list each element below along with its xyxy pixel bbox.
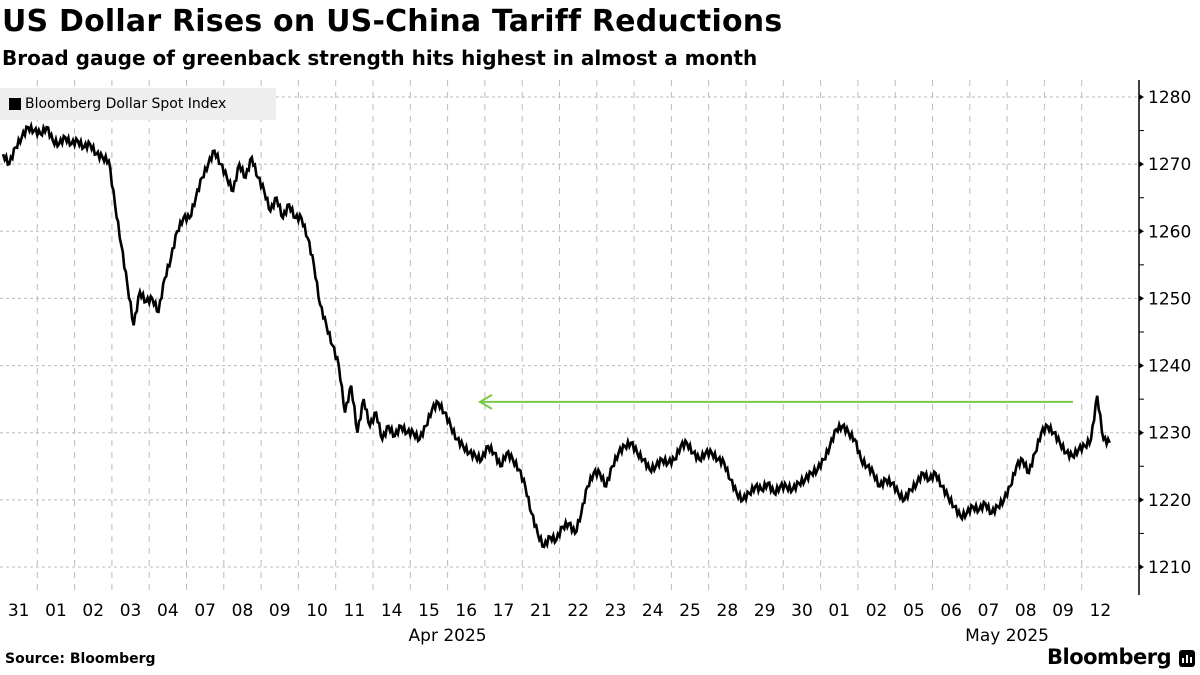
x-tick-label: 02	[866, 601, 888, 621]
y-tick-marker	[1139, 228, 1144, 235]
x-tick-label: 11	[344, 601, 366, 621]
x-tick-label: 31	[8, 601, 30, 621]
x-tick-label: 29	[754, 601, 776, 621]
annotation-arrow	[478, 393, 1073, 410]
source-note: Source: Bloomberg	[5, 651, 156, 667]
x-tick-label: 06	[940, 601, 962, 621]
bloomberg-logo-text: Bloomberg	[1047, 645, 1172, 669]
y-axis: 1210 1220 1230 1240 1250 1260 1270 1280	[1138, 80, 1191, 595]
x-tick-label: 14	[381, 601, 403, 621]
grid-lines	[0, 80, 1139, 595]
bloomberg-chart-icon	[1179, 650, 1195, 667]
x-tick-label: 25	[679, 601, 701, 621]
y-tick-label: 1210	[1148, 558, 1191, 578]
x-tick-label: 01	[828, 601, 850, 621]
x-tick-label: 15	[418, 601, 440, 621]
x-axis: 31 01 02 03 04 07 08 09 10 11 14 15 16 17 21 22 23 24 25 28…	[8, 601, 1111, 646]
y-tick-label: 1260	[1148, 222, 1191, 242]
series-group	[1, 120, 1111, 550]
y-tick-label: 1220	[1148, 491, 1191, 511]
x-tick-label: 09	[269, 601, 291, 621]
x-tick-label: 24	[642, 601, 664, 621]
x-tick-label: 04	[157, 601, 179, 621]
x-tick-label: 16	[455, 601, 477, 621]
x-tick-label: 12	[1090, 601, 1112, 621]
x-tick-label: 28	[717, 601, 739, 621]
x-tick-label: 23	[605, 601, 627, 621]
x-month-label: Apr 2025	[409, 626, 487, 646]
arrow-head	[478, 393, 493, 410]
y-tick-label: 1250	[1148, 289, 1191, 309]
y-tick-marker	[1139, 161, 1144, 168]
x-tick-label: 21	[530, 601, 552, 621]
x-tick-label: 30	[791, 601, 813, 621]
legend: Bloomberg Dollar Spot Index	[0, 88, 276, 120]
x-tick-label: 10	[306, 601, 328, 621]
y-tick-label: 1270	[1148, 155, 1191, 175]
y-tick-marker	[1139, 362, 1144, 369]
y-tick-label: 1240	[1148, 357, 1191, 377]
y-tick-marker	[1139, 94, 1144, 100]
x-tick-label: 08	[232, 601, 254, 621]
x-tick-label: 05	[903, 601, 925, 621]
legend-swatch	[9, 98, 21, 110]
y-tick-marker	[1139, 429, 1144, 436]
chart-subtitle: Broad gauge of greenback strength hits h…	[2, 46, 758, 70]
y-tick-label: 1280	[1148, 88, 1191, 108]
x-tick-label: 17	[493, 601, 515, 621]
x-tick-label: 08	[1015, 601, 1037, 621]
x-tick-label: 01	[45, 601, 67, 621]
x-tick-label: 02	[82, 601, 104, 621]
x-tick-label: 09	[1052, 601, 1074, 621]
x-tick-label: 07	[978, 601, 1000, 621]
x-tick-label: 22	[567, 601, 589, 621]
y-tick-marker	[1139, 564, 1144, 570]
y-tick-marker	[1139, 496, 1144, 503]
chart-title: US Dollar Rises on US-China Tariff Reduc…	[2, 4, 783, 39]
y-tick-label: 1230	[1148, 424, 1191, 444]
y-tick-marker	[1139, 295, 1144, 302]
legend-label: Bloomberg Dollar Spot Index	[25, 96, 227, 112]
series-line	[1, 120, 1111, 550]
x-tick-label: 03	[120, 601, 142, 621]
x-month-label: May 2025	[965, 626, 1049, 646]
x-tick-label: 07	[194, 601, 216, 621]
